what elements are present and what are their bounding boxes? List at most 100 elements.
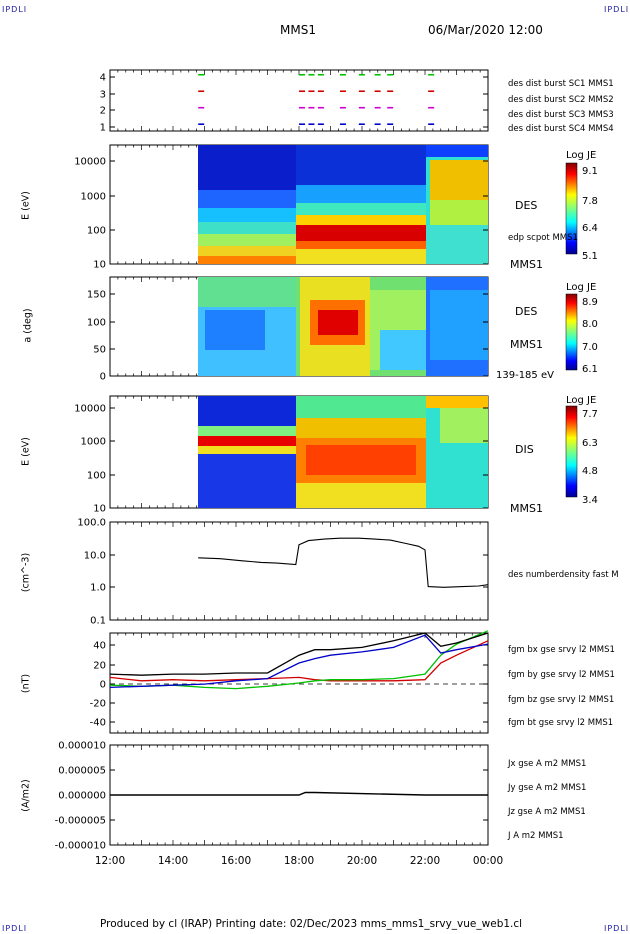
cb1-title: Log JE — [566, 150, 597, 161]
cb2-title: Log JE — [566, 282, 597, 293]
footer-text: Produced by cl (IRAP) Printing date: 02/… — [100, 918, 523, 930]
time-axis-label: 00:00 — [473, 855, 503, 867]
y-tick-label: 4 — [100, 73, 106, 84]
burst-mark — [374, 123, 381, 126]
burst-mark — [358, 90, 365, 93]
y-tick-label: 1 — [100, 123, 106, 134]
y-tick-label: 2 — [100, 106, 106, 117]
cb2-tick: 6.1 — [582, 364, 598, 375]
density-series-line — [198, 537, 489, 588]
y-tick-label: -20 — [90, 699, 106, 710]
cb1-tick: 6.4 — [582, 223, 598, 234]
burst-legend-mms4: des dist burst SC4 MMS4 — [508, 124, 614, 134]
burst-legend-mms1: des dist burst SC1 MMS1 — [508, 79, 614, 89]
burst-mark — [339, 123, 346, 126]
des-pitch-sc: MMS1 — [510, 338, 543, 351]
colorbar-des-energy — [565, 162, 578, 255]
y-tick-label: 10 — [93, 504, 106, 515]
dis-energy-spectrogram — [198, 396, 488, 508]
cb3-tick: 7.7 — [582, 409, 598, 420]
density-ylabel: (cm^-3) — [20, 552, 32, 593]
cb2-tick: 8.9 — [582, 297, 598, 308]
current-legend-jx: Jx gse A m2 MMS1 — [508, 759, 587, 769]
y-tick-label: -0.000010 — [55, 841, 106, 852]
y-tick-label: 50 — [93, 345, 106, 356]
y-tick-label: 1000 — [81, 192, 106, 203]
burst-mark — [428, 123, 435, 126]
burst-mark — [374, 106, 381, 109]
bt-series-line — [109, 632, 489, 676]
burst-mark — [387, 123, 394, 126]
y-tick-label: 100 — [87, 226, 106, 237]
burst-mark — [198, 73, 205, 76]
burst-mark — [299, 106, 305, 109]
bfield-legend-bz: fgm bz gse srvy l2 MMS1 — [508, 695, 615, 705]
bfield-ylabel: (nT) — [20, 673, 32, 694]
y-tick-label: 10 — [93, 260, 106, 271]
bz-series-line — [109, 634, 489, 689]
scpot-overlay-label: edp scpot MMS1 — [508, 233, 578, 243]
energy-range-label: 139-185 eV — [496, 370, 554, 381]
corner-logo-bottom-left: IPDLI — [2, 924, 28, 933]
burst-mark — [387, 106, 394, 109]
y-tick-label: 1000 — [81, 437, 106, 448]
dis-energy-ylabel: E (eV) — [20, 437, 32, 466]
y-tick-label: 10000 — [74, 404, 106, 415]
cb1-tick: 7.8 — [582, 196, 598, 207]
corner-logo-top-right: IPDLI — [604, 5, 630, 14]
y-tick-label: 100 — [87, 318, 106, 329]
burst-mark — [308, 106, 315, 109]
cb1-tick: 9.1 — [582, 166, 598, 177]
burst-mark — [317, 106, 324, 109]
burst-mark — [198, 106, 205, 109]
burst-mark — [308, 123, 315, 126]
burst-mark — [339, 106, 346, 109]
by-series-line — [109, 630, 489, 690]
y-tick-label: 0.000000 — [58, 791, 106, 802]
y-tick-label: 0.1 — [90, 616, 106, 627]
cb3-tick: 6.3 — [582, 438, 598, 449]
time-axis-label: 16:00 — [221, 855, 251, 867]
time-axis-label: 12:00 — [95, 855, 125, 867]
bfield-legend-bt: fgm bt gse srvy l2 MMS1 — [508, 718, 614, 728]
des-pitch-ylabel: a (deg) — [22, 308, 34, 343]
burst-mark — [308, 73, 315, 76]
burst-mark — [317, 73, 324, 76]
current-ylabel: (A/m2) — [20, 779, 32, 812]
burst-mark — [387, 73, 394, 76]
dis-energy-sc: MMS1 — [510, 502, 543, 515]
panel-frame-burst — [109, 69, 489, 132]
des-energy-ylabel: E (eV) — [20, 191, 32, 220]
burst-legend-mms3: des dist burst SC3 MMS3 — [508, 110, 614, 120]
cb3-tick: 4.8 — [582, 466, 598, 477]
y-tick-label: 0.000005 — [58, 766, 106, 777]
y-tick-label: 10000 — [74, 157, 106, 168]
y-tick-label: 1.0 — [90, 583, 106, 594]
burst-mark — [339, 90, 346, 93]
y-tick-label: 100 — [87, 471, 106, 482]
des-pitch-label: DES — [515, 305, 538, 318]
dis-energy-label: DIS — [515, 443, 534, 456]
burst-mark — [198, 123, 205, 126]
y-tick-label: 100.0 — [77, 518, 106, 529]
cb2-tick: 7.0 — [582, 342, 598, 353]
current-legend-j: J A m2 MMS1 — [508, 831, 564, 841]
burst-mark — [308, 90, 315, 93]
y-tick-label: -40 — [90, 718, 106, 729]
y-tick-label: 0.000010 — [58, 741, 106, 752]
corner-logo-top-left: IPDLI — [2, 5, 28, 14]
y-tick-label: 40 — [93, 641, 106, 652]
burst-mark — [358, 73, 365, 76]
burst-mark — [374, 73, 381, 76]
burst-mark — [299, 90, 305, 93]
des-energy-sc: MMS1 — [510, 258, 543, 271]
cb3-tick: 3.4 — [582, 495, 598, 506]
panel-frame-density — [109, 521, 489, 621]
current-series-line — [110, 791, 488, 796]
burst-mark — [317, 123, 324, 126]
des-energy-label: DES — [515, 199, 538, 212]
burst-mark — [358, 106, 365, 109]
des-pitch-spectrogram — [198, 277, 488, 376]
burst-mark — [374, 90, 381, 93]
